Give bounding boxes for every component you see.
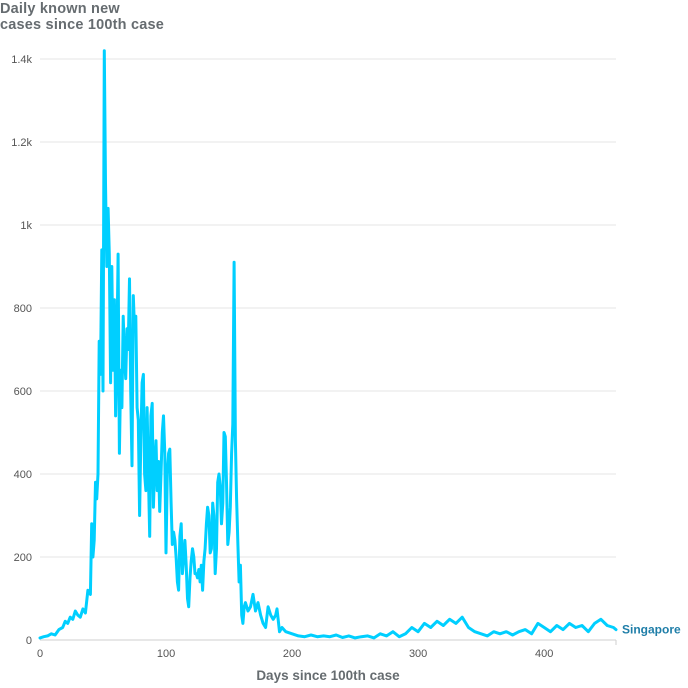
x-tick-label: 0 bbox=[37, 648, 43, 660]
chart-title-line1: Daily known new bbox=[0, 1, 120, 17]
y-tick-label: 0 bbox=[26, 635, 32, 647]
y-tick-label: 600 bbox=[14, 386, 32, 398]
series-lines: Singapore bbox=[38, 49, 681, 640]
chart-title-line2: cases since 100th case bbox=[0, 17, 165, 33]
series-label: Singapore bbox=[622, 623, 681, 637]
chart-title: Daily known new cases since 100th case bbox=[0, 1, 164, 33]
y-tick-label: 1.4k bbox=[11, 54, 32, 66]
series-line-singapore bbox=[38, 49, 618, 640]
x-axis-ticks: 0 100 200 300 400 bbox=[37, 648, 553, 660]
y-tick-label: 800 bbox=[14, 303, 32, 315]
y-tick-label: 1.2k bbox=[11, 137, 32, 149]
x-tick-label: 300 bbox=[409, 648, 427, 660]
gridlines bbox=[40, 58, 617, 645]
x-tick-label: 400 bbox=[535, 648, 553, 660]
y-axis-ticks: 0 200 400 600 800 1k 1.2k 1.4k bbox=[11, 54, 32, 647]
y-tick-label: 1k bbox=[20, 220, 32, 232]
y-tick-label: 400 bbox=[14, 469, 32, 481]
x-tick-label: 100 bbox=[157, 648, 175, 660]
y-tick-label: 200 bbox=[14, 552, 32, 564]
x-tick-label: 200 bbox=[283, 648, 301, 660]
x-axis-label: Days since 100th case bbox=[256, 668, 400, 683]
